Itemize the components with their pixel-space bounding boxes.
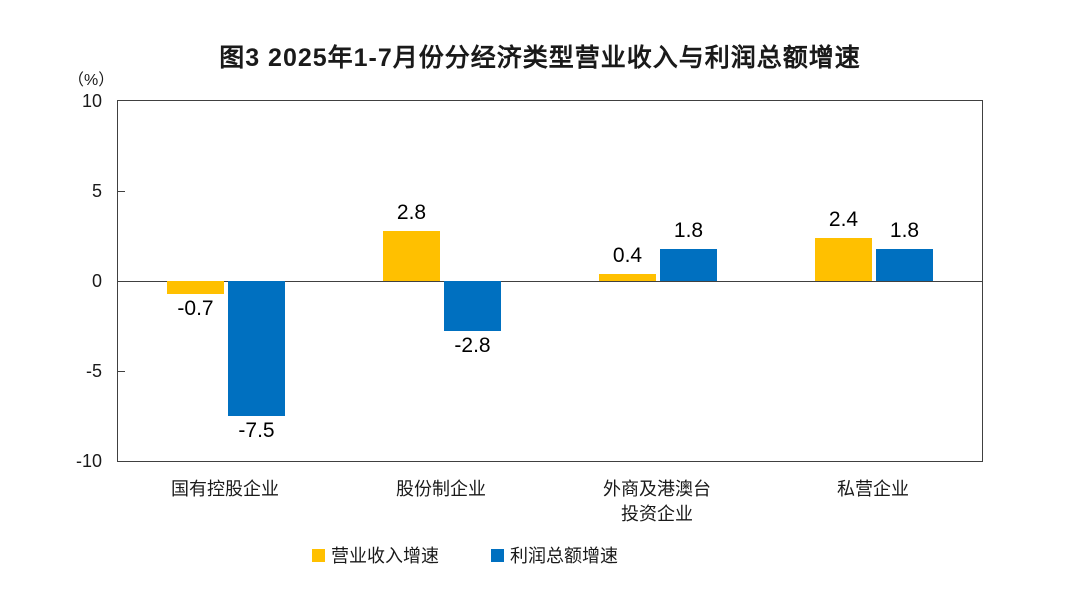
legend-item-profit: 利润总额增速 [491,542,618,568]
bar-revenue-3 [815,237,872,281]
zero-axis-line [118,281,982,282]
legend-swatch-profit [491,548,504,562]
bar-value-revenue-2: 0.4 [612,243,643,267]
bar-revenue-0 [167,281,224,294]
bar-profit-1 [444,281,501,332]
bar-value-profit-0: -7.5 [238,419,275,442]
bar-value-profit-2: 1.8 [673,218,704,242]
bar-profit-0 [228,281,285,416]
x-axis-label-3: 私营企业 [837,479,909,499]
y-axis-tick-mark [118,191,125,192]
bar-value-revenue-3: 2.4 [828,207,859,231]
x-axis-label-1: 股份制企业 [396,479,486,499]
y-axis-tick-label: 5 [91,181,102,201]
y-axis-tick-label: 0 [91,271,102,291]
legend-swatch-revenue [312,548,325,562]
legend-label-profit: 利润总额增速 [510,546,618,566]
bar-revenue-1 [383,230,440,281]
bar-revenue-2 [599,273,656,281]
chart-title: 图3 2025年1-7月份分经济类型营业收入与利润总额增速 [219,44,861,72]
x-axis-label-2: 外商及港澳台 投资企业 [603,479,711,524]
bar-value-revenue-0: -0.7 [177,296,214,320]
bar-value-revenue-1: 2.8 [396,200,427,224]
bar-profit-2 [660,248,717,281]
y-axis-unit-label: （%） [68,72,115,89]
legend-label-revenue: 营业收入增速 [331,546,439,566]
y-axis-tick-label: 10 [81,91,102,111]
y-axis-tick-label: -5 [85,361,102,381]
y-axis-tick-label: -10 [75,451,102,471]
x-axis-label-0: 国有控股企业 [171,479,279,499]
bar-value-profit-3: 1.8 [889,218,920,242]
bar-value-profit-1: -2.8 [454,334,491,358]
bar-profit-3 [876,248,933,281]
legend-item-revenue: 营业收入增速 [312,542,439,568]
plot-area: -0.7 2.8 0.4 2.4 -7.5 -2.8 1.8 1.8 [117,100,983,462]
y-axis-tick-mark [118,371,125,372]
legend: 营业收入增速 利润总额增速 [312,542,618,568]
